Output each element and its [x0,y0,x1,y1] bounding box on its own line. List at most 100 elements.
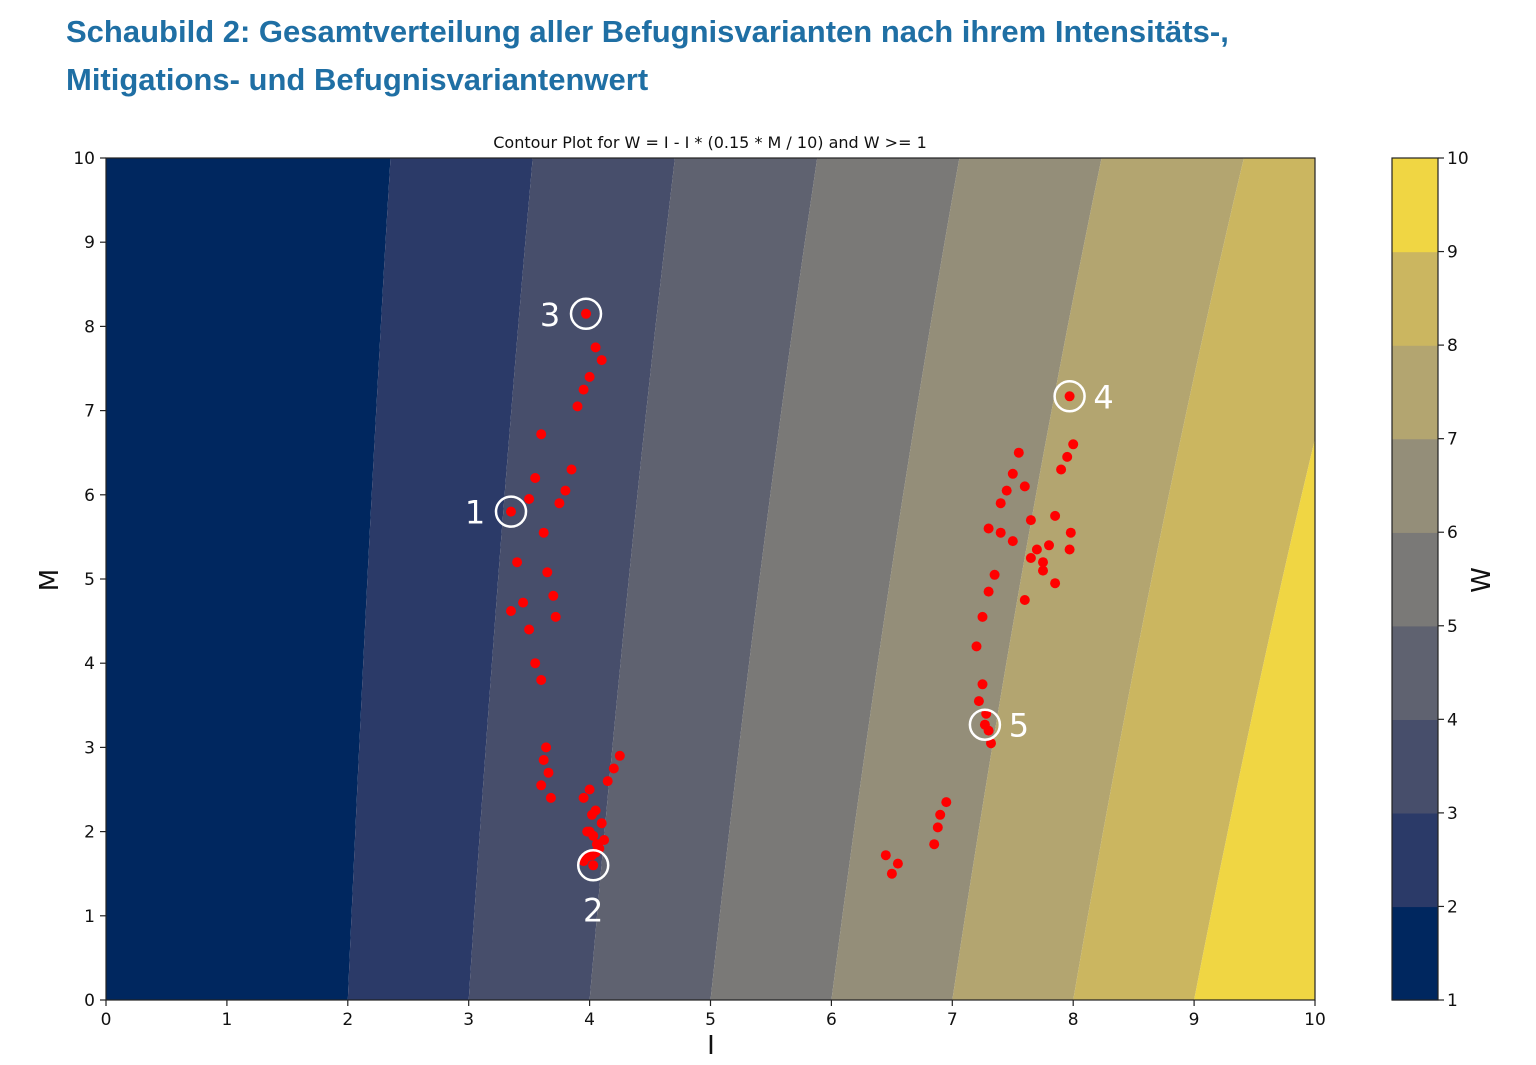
data-point [572,401,583,412]
y-tick-label: 4 [84,654,95,674]
contour-band-1-2 [106,158,391,1000]
y-tick-label: 6 [84,486,95,506]
data-point [1044,540,1054,551]
data-point [1019,595,1030,605]
data-point [590,805,601,816]
colorbar-frame [1391,157,1439,1001]
data-point [543,767,554,778]
colorbar-tick-label: 5 [1447,617,1458,637]
data-point [1050,510,1061,521]
colorbar [1392,158,1438,1001]
contour-band-3-4 [468,158,675,1000]
colorbar-segment-9 [1392,158,1438,253]
contour-band-2-3 [347,158,533,1000]
contour-band-6-7 [831,158,1102,1000]
colorbar-label: W [1467,567,1497,593]
colorbar-ticks: 1 2 3 4 5 6 7 8 9 10 [1438,149,1469,1011]
data-point [935,809,946,820]
data-point [1038,565,1048,576]
data-point [1019,481,1030,492]
data-point [545,792,556,803]
data-point [1038,557,1048,568]
data-point [524,624,535,635]
callout-circle-1 [494,495,528,528]
y-tick-label: 9 [84,233,95,253]
colorbar-segment-5 [1392,532,1438,627]
data-point [973,696,984,707]
data-point [989,569,1000,580]
callout-label-2: 2 [583,891,603,929]
data-point [566,464,577,475]
colorbar-segment-7 [1392,345,1438,440]
y-axis-ticks: 0 1 2 3 4 5 6 7 8 9 10 [73,149,106,1011]
data-point [541,742,552,753]
x-axis-label: I [707,1031,715,1061]
data-point [596,818,607,829]
data-point [512,557,523,568]
data-point [584,784,595,795]
colorbar-tick-label: 4 [1447,710,1458,730]
colorbar-tick-label: 6 [1447,523,1458,543]
callout-markers: 1 2 3 4 5 [465,296,1114,930]
data-point [550,611,561,622]
data-point [538,755,549,765]
callout-label-4: 4 [1093,378,1113,416]
y-axis-label: M [35,569,65,591]
data-point [590,342,601,353]
data-point [524,494,535,504]
y-tick-label: 7 [84,402,95,422]
data-point [578,792,589,803]
data-point [1068,439,1079,450]
data-point [929,839,940,850]
data-point [593,839,604,850]
data-point [983,725,994,736]
data-point [548,590,559,601]
colorbar-segment-6 [1392,438,1438,533]
plot-title: Contour Plot for W = I - I * (0.15 * M /… [493,133,927,152]
figure-heading: Schaubild 2: Gesamtverteilung aller Befu… [66,8,1506,104]
colorbar-segment-3 [1392,719,1438,814]
x-tick-label: 10 [1304,1010,1326,1030]
data-point [886,868,897,879]
colorbar-tick-label: 3 [1447,804,1458,824]
callout-circle-3 [569,297,603,331]
data-point [542,567,553,578]
x-tick-label: 8 [1068,1010,1079,1030]
data-point [578,384,589,395]
y-tick-label: 3 [84,738,95,758]
colorbar-tick-label: 7 [1447,430,1458,450]
data-point [1031,544,1042,555]
data-point [554,498,565,509]
data-point [581,308,591,319]
data-point [536,780,547,791]
contour-band-9-10 [1194,438,1315,1000]
contour-band-7-8 [952,158,1244,1000]
y-tick-label: 1 [84,907,95,927]
data-point [983,586,994,597]
data-point [1065,527,1076,538]
colorbar-segment-2 [1392,812,1438,908]
colorbar-tick-label: 8 [1447,336,1458,356]
data-point [995,498,1006,509]
x-tick-label: 6 [826,1010,837,1030]
data-point [584,371,595,382]
y-tick-label: 2 [84,823,95,843]
y-tick-label: 5 [84,570,95,590]
x-tick-label: 1 [221,1010,232,1030]
colorbar-tick-label: 2 [1447,897,1458,917]
data-point [530,658,541,669]
data-point [932,822,943,833]
colorbar-segment-4 [1392,625,1438,720]
data-point [941,797,952,808]
callout-label-5: 5 [1009,707,1029,745]
colorbar-segment-8 [1392,251,1438,346]
x-tick-label: 5 [705,1010,716,1030]
callout-circle-5 [968,708,1002,741]
data-point [608,763,619,774]
data-point [588,860,599,871]
x-tick-label: 2 [342,1010,353,1030]
heading-line-2: Mitigations- und Befugnisvariantenwert [66,62,649,97]
x-tick-label: 9 [1189,1010,1200,1030]
x-tick-label: 7 [947,1010,958,1030]
